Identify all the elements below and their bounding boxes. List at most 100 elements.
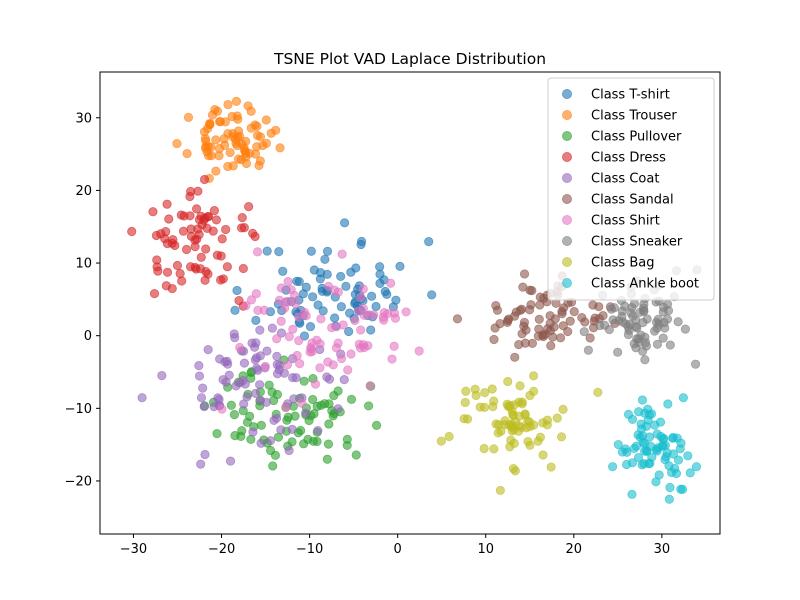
scatter-point xyxy=(127,226,137,237)
scatter-point xyxy=(493,420,504,430)
scatter-point xyxy=(229,410,239,420)
scatter-point xyxy=(303,434,313,445)
scatter-point xyxy=(608,315,618,325)
legend-marker xyxy=(562,214,573,225)
scatter-point xyxy=(606,304,617,314)
scatter-point xyxy=(246,434,256,445)
scatter-point xyxy=(558,404,568,414)
scatter-point xyxy=(161,281,171,291)
scatter-point xyxy=(652,323,662,333)
scatter-point xyxy=(635,307,645,317)
scatter-point xyxy=(225,147,235,158)
scatter-point xyxy=(315,339,325,349)
scatter-point xyxy=(290,411,300,421)
scatter-point xyxy=(565,316,575,326)
scatter-point xyxy=(186,224,196,234)
scatter-point xyxy=(220,357,230,367)
scatter-point xyxy=(461,386,471,396)
scatter-point xyxy=(621,319,631,329)
scatter-point xyxy=(248,427,258,437)
x-tick-label: −20 xyxy=(208,542,235,557)
scatter-point xyxy=(555,333,566,343)
scatter-point xyxy=(640,355,650,365)
scatter-point xyxy=(519,317,530,328)
legend-marker xyxy=(562,151,573,162)
scatter-point xyxy=(341,281,351,291)
legend-label: Class T-shirt xyxy=(591,88,670,103)
scatter-point xyxy=(240,379,250,389)
scatter-point xyxy=(316,314,326,324)
scatter-point xyxy=(351,450,361,460)
scatter-point xyxy=(365,381,375,391)
scatter-point xyxy=(356,236,367,247)
scatter-point xyxy=(358,284,368,294)
scatter-point xyxy=(252,363,262,373)
scatter-point xyxy=(663,399,673,409)
scatter-point xyxy=(196,459,206,469)
scatter-point xyxy=(223,129,233,139)
scatter-point xyxy=(241,158,252,169)
scatter-point xyxy=(629,299,640,309)
scatter-point xyxy=(315,363,325,373)
scatter-point xyxy=(513,426,524,436)
scatter-point xyxy=(436,436,446,446)
scatter-point xyxy=(286,285,296,295)
scatter-point xyxy=(278,266,288,276)
scatter-point xyxy=(367,291,377,301)
scatter-point xyxy=(507,407,517,417)
scatter-point xyxy=(621,459,632,470)
scatter-point xyxy=(224,370,234,380)
scatter-point xyxy=(236,223,247,233)
scatter-point xyxy=(342,434,352,444)
scatter-point xyxy=(346,349,356,359)
scatter-point xyxy=(246,123,256,133)
scatter-point xyxy=(644,432,655,442)
scatter-point xyxy=(223,99,233,110)
scatter-point xyxy=(330,313,340,323)
scatter-point xyxy=(336,302,346,312)
scatter-point xyxy=(375,278,385,288)
scatter-point xyxy=(148,207,158,217)
scatter-point xyxy=(231,138,241,148)
scatter-point xyxy=(157,370,167,381)
scatter-point xyxy=(369,310,379,320)
scatter-point xyxy=(262,246,272,256)
scatter-point xyxy=(151,230,162,241)
scatter-point xyxy=(333,338,343,348)
scatter-point xyxy=(270,450,281,460)
scatter-point xyxy=(569,307,579,317)
scatter-point xyxy=(234,131,245,141)
scatter-point xyxy=(218,274,228,284)
scatter-point xyxy=(323,281,334,291)
scatter-point xyxy=(613,347,623,357)
scatter-point xyxy=(622,447,632,457)
scatter-point xyxy=(274,247,284,257)
scatter-point xyxy=(358,340,369,350)
legend-marker xyxy=(562,110,573,121)
scatter-point xyxy=(379,308,389,318)
x-tick-label: 10 xyxy=(477,542,494,557)
scatter-point xyxy=(246,295,257,305)
scatter-point xyxy=(556,432,567,442)
scatter-point xyxy=(203,345,213,355)
scatter-point xyxy=(181,244,192,255)
scatter-point xyxy=(552,413,562,423)
scatter-point xyxy=(527,338,538,348)
legend-label: Class Sandal xyxy=(591,193,674,208)
scatter-point xyxy=(190,262,200,273)
x-axis: −30 −20 −10 0 10 20 30 xyxy=(120,534,670,557)
legend-marker xyxy=(562,235,573,246)
scatter-point xyxy=(344,326,354,337)
scatter-point xyxy=(284,332,294,342)
scatter-point xyxy=(617,306,627,316)
scatter-point xyxy=(322,246,333,256)
scatter-point xyxy=(191,204,202,214)
scatter-point xyxy=(380,286,390,297)
scatter-point xyxy=(505,442,515,452)
legend-label: Class Bag xyxy=(591,256,654,271)
scatter-point xyxy=(343,365,353,375)
scatter-point xyxy=(593,387,603,397)
scatter-point xyxy=(364,401,374,411)
legend-marker xyxy=(562,89,573,100)
scatter-point xyxy=(261,115,271,125)
